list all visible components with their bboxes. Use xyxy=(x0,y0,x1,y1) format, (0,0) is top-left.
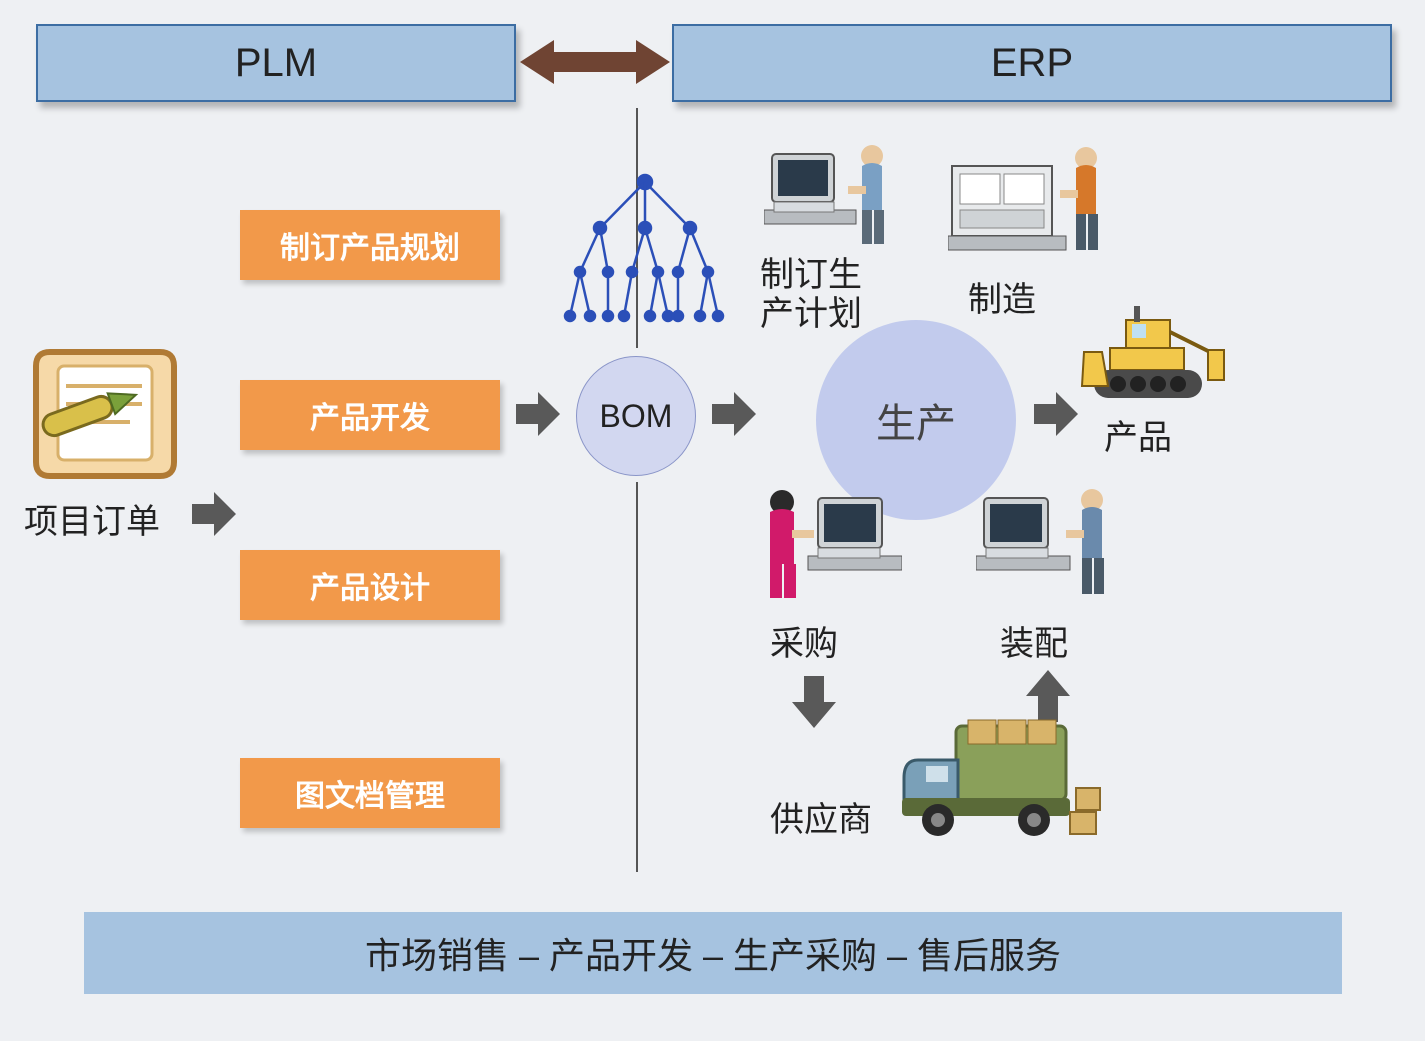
purchase-label: 采购 xyxy=(770,616,838,665)
plm-label: PLM xyxy=(235,41,317,86)
divider-line-bottom xyxy=(636,482,638,872)
bom-label: BOM xyxy=(600,398,673,435)
purchase-icon xyxy=(752,478,902,608)
plm-erp-arrow-icon xyxy=(520,34,670,90)
stage-plan-box: 制订产品规划 xyxy=(240,210,500,280)
project-order-icon xyxy=(30,340,190,490)
arrow-order-to-stages-icon xyxy=(192,492,236,536)
manufacturing-icon xyxy=(948,136,1118,266)
bom-tree-icon xyxy=(560,168,730,348)
arrow-bom-to-prod-icon xyxy=(712,392,756,436)
supplier-truck-icon xyxy=(898,716,1108,866)
footer-label: 市场销售 – 产品开发 – 生产采购 – 售后服务 xyxy=(365,927,1061,979)
supplier-label: 供应商 xyxy=(770,792,872,841)
footer-bar: 市场销售 – 产品开发 – 生产采购 – 售后服务 xyxy=(84,912,1342,994)
erp-header-box: ERP xyxy=(672,24,1392,102)
product-bulldozer-icon xyxy=(1078,302,1228,402)
erp-label: ERP xyxy=(991,41,1073,86)
production-plan-icon xyxy=(764,136,904,256)
plm-header-box: PLM xyxy=(36,24,516,102)
production-label: 生产 xyxy=(876,391,956,449)
stage-plan-label: 制订产品规划 xyxy=(280,223,460,267)
arrow-purchase-down-icon xyxy=(792,676,836,728)
stage-dev-box: 产品开发 xyxy=(240,380,500,450)
assembly-icon xyxy=(976,478,1126,608)
production-plan-label: 制订生 产计划 xyxy=(760,256,862,334)
stage-design-label: 产品设计 xyxy=(310,563,430,607)
arrow-dev-to-bom-icon xyxy=(516,392,560,436)
stage-doc-box: 图文档管理 xyxy=(240,758,500,828)
arrow-assembly-up-icon xyxy=(1026,670,1070,722)
arrow-prod-to-product-icon xyxy=(1034,392,1078,436)
assembly-label: 装配 xyxy=(1000,616,1068,665)
stage-design-box: 产品设计 xyxy=(240,550,500,620)
stage-dev-label: 产品开发 xyxy=(310,393,430,437)
bom-circle: BOM xyxy=(576,356,696,476)
product-label: 产品 xyxy=(1104,410,1172,459)
manufacturing-label: 制造 xyxy=(968,272,1036,321)
stage-doc-label: 图文档管理 xyxy=(295,771,445,815)
project-order-label: 项目订单 xyxy=(24,494,160,543)
